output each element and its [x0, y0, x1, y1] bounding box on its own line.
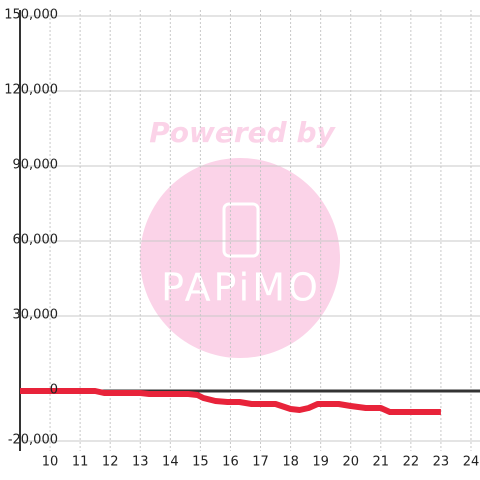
grid	[19, 10, 480, 451]
x-tick-label: 13	[132, 455, 149, 470]
y-tick-label: 60,000	[13, 233, 59, 248]
x-tick-label: 24	[463, 455, 480, 470]
x-tick-label: 18	[282, 455, 299, 470]
watermark: Powered by PAPiMO	[140, 116, 340, 358]
y-tick-label: 30,000	[13, 308, 59, 323]
phone-icon	[222, 202, 260, 258]
watermark-brand: PAPiMO	[161, 266, 321, 310]
x-tick-label: 14	[162, 455, 179, 470]
x-tick-label: 20	[342, 455, 359, 470]
y-tick-label: 150,000	[4, 8, 58, 23]
watermark-circle	[140, 158, 340, 358]
y-tick-label: 120,000	[4, 83, 58, 98]
line-series	[20, 388, 441, 415]
y-tick-label: 90,000	[13, 158, 59, 173]
x-tick-label: 17	[252, 455, 269, 470]
x-tick-label: 19	[312, 455, 329, 470]
x-tick-label: 12	[102, 455, 119, 470]
watermark-title: Powered by	[149, 116, 336, 149]
x-tick-label: 16	[222, 455, 239, 470]
x-tick-label: 15	[192, 455, 209, 470]
y-tick-label: -20,000	[8, 433, 58, 448]
x-tick-label: 11	[72, 455, 89, 470]
y-tick-label: 0	[50, 383, 58, 398]
x-tick-label: 22	[403, 455, 420, 470]
x-tick-label: 23	[433, 455, 450, 470]
plot	[20, 388, 441, 415]
x-tick-label: 21	[373, 455, 390, 470]
x-tick-label: 10	[42, 455, 59, 470]
